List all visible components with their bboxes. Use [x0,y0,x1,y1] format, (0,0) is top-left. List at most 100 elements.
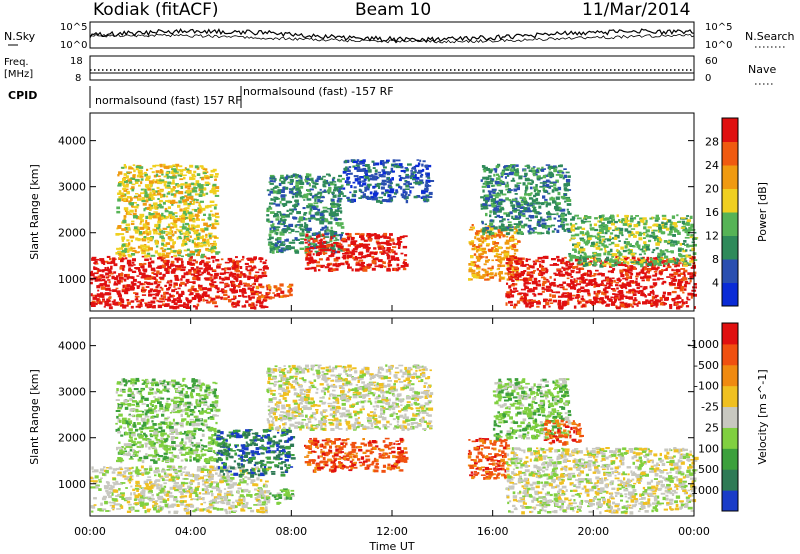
power-cell [268,205,271,208]
power-cell [670,239,673,244]
power-cell [542,182,545,186]
power-cell [533,299,536,302]
power-cell [157,283,161,286]
power-cell [606,262,612,265]
power-cell [205,261,211,263]
power-cell [151,194,154,197]
power-cell [543,280,547,284]
power-cell [621,218,626,222]
power-cell [531,180,534,184]
power-cell [639,285,643,288]
power-cell [365,164,370,166]
power-cell [132,287,135,290]
power-cell [273,294,278,297]
power-cell [573,278,576,281]
power-cell [478,275,483,279]
power-cell [508,278,513,281]
power-cell [574,279,578,283]
power-cell [213,242,217,246]
power-cell [272,187,277,189]
power-cell [509,228,514,232]
power-cell [579,262,585,266]
power-cell [239,281,243,284]
power-cell [189,164,194,168]
power-cell [204,241,208,244]
power-cell [101,275,106,279]
power-cell [490,202,495,206]
power-cell [131,261,135,264]
power-cell [295,230,300,233]
power-cell [162,180,168,184]
power-cell [375,185,379,187]
power-cell [547,213,552,216]
power-cell [656,277,660,281]
power-cell [507,191,512,194]
power-cell [91,302,95,306]
power-cell [225,271,230,274]
power-cell [373,162,376,166]
power-cell [630,228,636,230]
power-cell [209,276,213,279]
power-cell [99,283,104,287]
power-cell [131,183,136,186]
power-cell [176,297,179,300]
power-cell [258,274,262,278]
power-cell [388,251,392,254]
power-cell [613,279,616,283]
power-cell [117,294,122,298]
power-cell [201,207,206,211]
power-cell [103,306,106,308]
power-cell [140,232,145,235]
power-cell [274,178,277,181]
power-cell [145,199,149,202]
station-title: Kodiak (fitACF) [93,0,219,20]
power-cell [272,227,277,230]
power-cell [175,191,181,194]
power-cell [281,203,285,206]
power-cell [607,285,611,289]
power-cell [641,279,645,282]
power-cell [313,244,318,248]
power-cell [526,271,531,275]
power-cell [194,198,197,201]
power-cell [302,207,306,210]
power-cell [153,281,158,285]
power-cell [105,287,110,291]
power-cell [174,276,179,280]
power-cell [551,258,556,261]
power-cell [213,276,216,280]
power-cell [419,179,424,183]
power-cell [513,167,516,171]
power-cell [536,305,540,308]
power-cell [168,214,173,217]
power-cell [152,293,156,296]
power-cell [647,278,650,282]
power-cell [119,266,123,270]
power-cell [170,263,174,267]
power-cell [547,300,552,302]
power-cell [471,273,477,277]
power-cell [656,259,660,263]
power-cell [372,185,377,188]
power-cell [510,284,515,287]
power-cell [153,232,156,235]
power-cell [137,281,141,284]
power-cell [213,236,217,239]
power-cell [497,259,501,263]
power-cell [496,268,500,271]
power-cell [688,263,692,266]
power-cell [130,300,135,303]
power-cell [657,256,661,258]
power-cell [513,303,517,307]
power-cell [518,223,522,226]
power-cell [562,176,565,180]
power-cell [187,192,192,196]
power-cell [280,290,285,294]
power-cell [185,254,189,256]
power-cell [314,193,318,196]
power-cell [91,256,97,259]
power-cell [505,239,511,242]
power-cell [384,252,389,254]
power-cell [414,169,417,174]
power-cell [118,276,124,279]
